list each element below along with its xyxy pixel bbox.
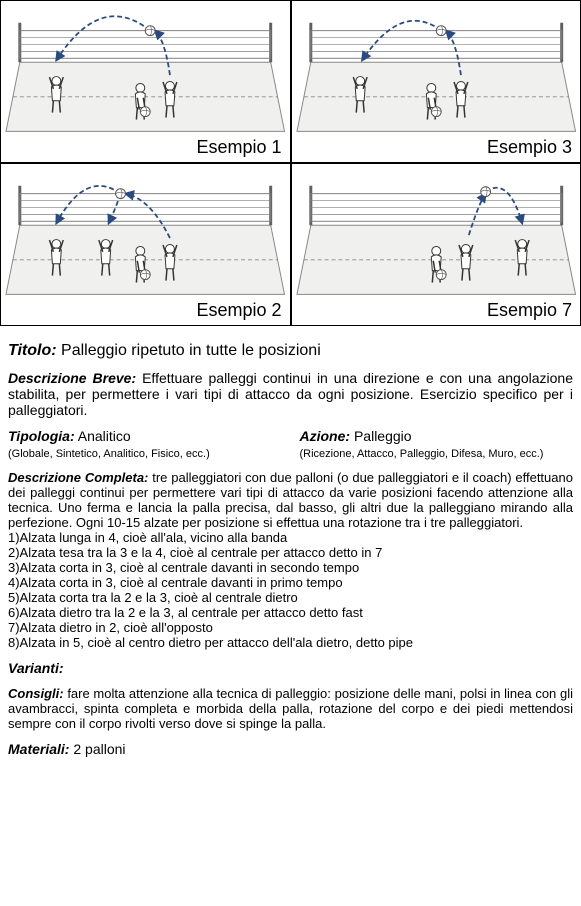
azione-note: (Ricezione, Attacco, Palleggio, Difesa, … [300, 448, 544, 460]
consigli-section: Consigli: fare molta attenzione alla tec… [8, 686, 573, 731]
diagram-cell-3: Esempio 2 [0, 163, 291, 326]
diagram-label-2: Esempio 3 [487, 137, 572, 158]
varianti-label: Varianti: [8, 660, 64, 676]
desc-breve-section: Descrizione Breve: Effettuare palleggi c… [8, 370, 573, 418]
list-item: 5)Alzata corta tra la 2 e la 3, cioè al … [8, 590, 573, 605]
diagram-cell-4: Esempio 7 [291, 163, 581, 326]
tipologia-col: Tipologia: Analitico (Globale, Sintetico… [8, 428, 282, 460]
desc-completa-section: Descrizione Completa: tre palleggiatori … [8, 470, 573, 650]
list-item: 1)Alzata lunga in 4, cioè all'ala, vicin… [8, 530, 573, 545]
tipologia-note: (Globale, Sintetico, Analitico, Fisico, … [8, 448, 210, 460]
titolo-text: Palleggio ripetuto in tutte le posizioni [61, 342, 321, 359]
azione-value: Palleggio [354, 428, 412, 444]
diagram-cell-2: Esempio 3 [291, 0, 581, 163]
list-item: 2)Alzata tesa tra la 3 e la 4, cioè al c… [8, 545, 573, 560]
type-action-row: Tipologia: Analitico (Globale, Sintetico… [8, 428, 573, 460]
items-list: 1)Alzata lunga in 4, cioè all'ala, vicin… [8, 530, 573, 650]
content-area: Titolo: Palleggio ripetuto in tutte le p… [0, 326, 581, 777]
diagram-label-1: Esempio 1 [196, 137, 281, 158]
tipologia-value: Analitico [78, 428, 131, 444]
list-item: 3)Alzata corta in 3, cioè al centrale da… [8, 560, 573, 575]
tipologia-label: Tipologia: [8, 428, 75, 444]
desc-breve-label: Descrizione Breve: [8, 370, 136, 386]
materiali-text: 2 palloni [73, 741, 125, 757]
titolo-label: Titolo: [8, 342, 57, 359]
title-section: Titolo: Palleggio ripetuto in tutte le p… [8, 342, 573, 360]
consigli-text: fare molta attenzione alla tecnica di pa… [8, 686, 573, 731]
list-item: 7)Alzata dietro in 2, cioè all'opposto [8, 620, 573, 635]
azione-col: Azione: Palleggio (Ricezione, Attacco, P… [300, 428, 574, 460]
diagram-grid: Esempio 1 [0, 0, 581, 326]
materiali-section: Materiali: 2 palloni [8, 741, 573, 757]
diagram-label-3: Esempio 2 [196, 300, 281, 321]
list-item: 8)Alzata in 5, cioè al centro dietro per… [8, 635, 573, 650]
list-item: 4)Alzata corta in 3, cioè al centrale da… [8, 575, 573, 590]
consigli-label: Consigli: [8, 686, 64, 701]
azione-label: Azione: [300, 428, 351, 444]
desc-completa-label: Descrizione Completa: [8, 470, 148, 485]
materiali-label: Materiali: [8, 741, 69, 757]
diagram-label-4: Esempio 7 [487, 300, 572, 321]
varianti-section: Varianti: [8, 660, 573, 676]
diagram-cell-1: Esempio 1 [0, 0, 291, 163]
list-item: 6)Alzata dietro tra la 2 e la 3, al cent… [8, 605, 573, 620]
